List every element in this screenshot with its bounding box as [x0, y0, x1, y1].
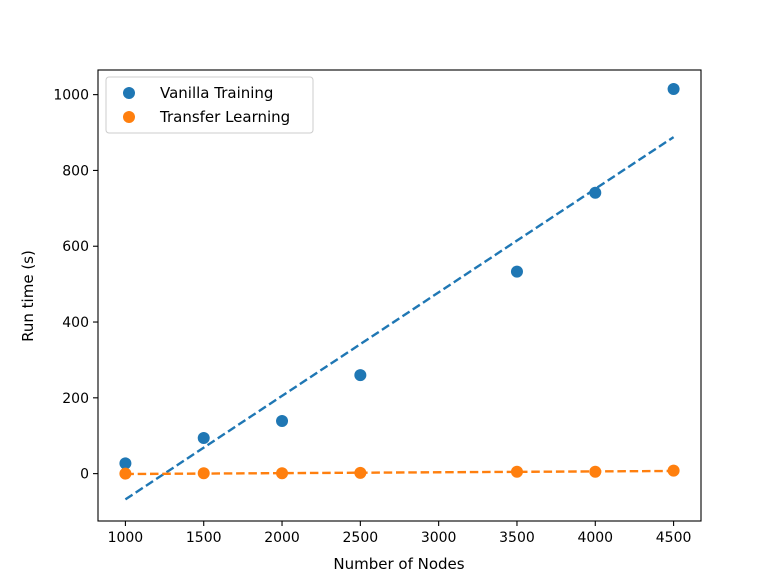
- x-tick-label: 4000: [577, 530, 613, 546]
- x-tick-label: 3500: [499, 530, 535, 546]
- legend-marker: [123, 111, 135, 123]
- plot-area: [97, 69, 702, 522]
- data-point-series-0: [510, 265, 523, 278]
- legend: Vanilla Training Transfer Learning: [105, 76, 314, 134]
- y-tick-label: 600: [62, 239, 89, 255]
- x-tick-label: 1000: [108, 530, 144, 546]
- data-point-series-1: [667, 464, 680, 477]
- data-point-series-1: [276, 467, 289, 480]
- x-tick-label: 2000: [264, 530, 300, 546]
- data-point-series-0: [589, 186, 602, 199]
- x-axis-ticks: 1000 1500 2000 2500 3000 3500 4000 4500: [108, 521, 692, 546]
- y-tick-label: 1000: [53, 88, 89, 104]
- data-point-series-1: [119, 467, 132, 480]
- y-axis-label: Run time (s): [19, 250, 37, 342]
- data-point-series-1: [510, 465, 523, 478]
- y-tick-label: 200: [62, 391, 89, 407]
- legend-label: Transfer Learning: [159, 108, 290, 126]
- x-tick-label: 3000: [421, 530, 457, 546]
- data-point-series-1: [354, 466, 367, 479]
- trendline-series-1: [125, 469, 674, 476]
- y-tick-label: 400: [62, 315, 89, 331]
- data-point-series-1: [197, 467, 210, 480]
- data-point-series-0: [354, 369, 367, 382]
- y-axis-ticks: 0 200 400 600 800 1000: [53, 88, 98, 483]
- legend-label: Vanilla Training: [160, 84, 273, 102]
- x-tick-label: 1500: [186, 530, 222, 546]
- data-point-series-0: [119, 457, 132, 470]
- axes-frame: [97, 69, 702, 522]
- data-point-series-0: [667, 82, 680, 95]
- x-axis-label: Number of Nodes: [333, 555, 464, 573]
- y-tick-label: 800: [62, 163, 89, 179]
- x-tick-label: 2500: [343, 530, 379, 546]
- x-tick-label: 4500: [656, 530, 692, 546]
- data-point-series-0: [197, 432, 210, 445]
- data-point-series-1: [589, 465, 602, 478]
- y-tick-label: 0: [80, 467, 89, 483]
- data-point-series-0: [276, 414, 289, 427]
- legend-box: [105, 76, 314, 134]
- trendline-series-0: [124, 136, 675, 501]
- legend-marker: [123, 87, 135, 99]
